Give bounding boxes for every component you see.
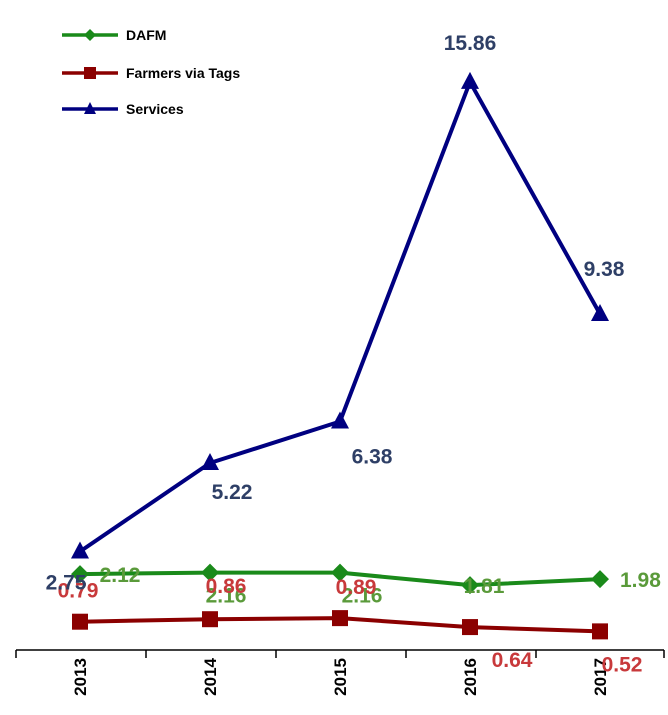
diamond-marker <box>461 576 479 595</box>
diamond-marker <box>71 565 89 584</box>
data-label: 1.98 <box>620 569 661 592</box>
diamond-marker <box>591 570 609 589</box>
series-markers <box>71 71 609 640</box>
legend-marker <box>84 29 96 41</box>
data-label: 0.79 <box>58 580 99 603</box>
triangle-marker <box>71 541 89 559</box>
triangle-marker <box>201 453 219 471</box>
data-label: 15.86 <box>444 32 497 55</box>
legend-marker <box>84 102 96 114</box>
data-label: 9.38 <box>584 258 625 281</box>
data-label: 2.16 <box>342 585 383 608</box>
x-tick-label: 2013 <box>71 658 90 696</box>
legend-item: Services <box>62 101 184 117</box>
legend-item: DAFM <box>62 27 166 43</box>
diamond-marker <box>331 563 349 582</box>
data-label: 6.38 <box>352 445 393 468</box>
square-marker <box>332 610 348 627</box>
data-labels: 2.12 2.16 2.16 1.81 1.98 0.79 0.86 0.89 0.64 0.52… <box>46 32 662 676</box>
data-label: 5.22 <box>212 481 253 504</box>
data-label: 0.52 <box>602 653 643 676</box>
legend-marker <box>84 67 96 79</box>
data-label: 0.86 <box>206 575 247 598</box>
data-label: 2.75 <box>46 572 87 595</box>
data-label: 0.89 <box>336 576 377 599</box>
data-label: 2.12 <box>100 564 141 587</box>
triangle-marker <box>591 304 609 322</box>
x-tick-label: 2015 <box>331 658 350 696</box>
triangle-marker <box>461 71 479 89</box>
x-tick-label: 2014 <box>201 657 220 695</box>
x-tick-label: 2016 <box>461 658 480 696</box>
data-label: 0.64 <box>492 649 533 672</box>
legend-item: Farmers via Tags <box>62 65 240 81</box>
square-marker <box>202 611 218 628</box>
x-axis: 2013 2014 2015 2016 2017 <box>15 649 665 696</box>
series-line-services <box>78 79 602 554</box>
square-marker <box>462 619 478 636</box>
data-label: 1.81 <box>464 575 505 598</box>
legend-label: Services <box>126 101 184 117</box>
diamond-marker <box>201 563 219 582</box>
square-marker <box>72 613 88 630</box>
series-lines <box>78 79 602 634</box>
data-label: 2.16 <box>206 585 247 608</box>
x-tick-label: 2017 <box>591 658 610 696</box>
square-marker <box>592 623 608 640</box>
legend-label: Farmers via Tags <box>126 65 240 81</box>
legend: DAFM Farmers via Tags Services <box>62 27 240 117</box>
legend-label: DAFM <box>126 27 166 43</box>
triangle-marker <box>331 411 349 429</box>
